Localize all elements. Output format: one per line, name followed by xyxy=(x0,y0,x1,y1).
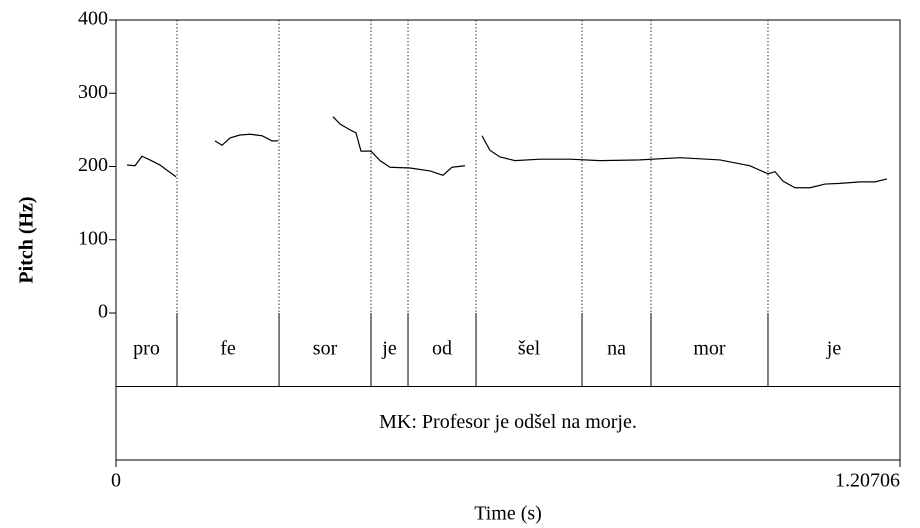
x-tick-label: 0 xyxy=(111,470,121,492)
y-tick-label: 300 xyxy=(78,81,108,103)
y-tick-label: 0 xyxy=(98,301,108,323)
y-tick-label: 100 xyxy=(78,227,108,249)
tier-label: mor xyxy=(693,337,726,359)
pitch-line xyxy=(126,116,888,189)
tier-label: pro xyxy=(133,337,160,359)
y-tick-label: 200 xyxy=(78,154,108,176)
frame xyxy=(115,19,901,461)
tier-label: MK: Profesor je odšel na morje. xyxy=(379,411,637,433)
x-axis-label: Time (s) xyxy=(474,503,542,525)
tier-label: na xyxy=(607,337,626,359)
tier-label: je xyxy=(381,337,397,359)
tier-label: od xyxy=(432,337,452,359)
x-tick-label: 1.20706 xyxy=(835,470,900,492)
tier-label: fe xyxy=(220,337,236,359)
tier-label: sor xyxy=(313,337,338,359)
y-tick-label: 400 xyxy=(78,8,108,30)
tier-label: je xyxy=(826,337,842,359)
tier-label: šel xyxy=(518,337,541,359)
y-axis-label: Pitch (Hz) xyxy=(16,196,38,283)
